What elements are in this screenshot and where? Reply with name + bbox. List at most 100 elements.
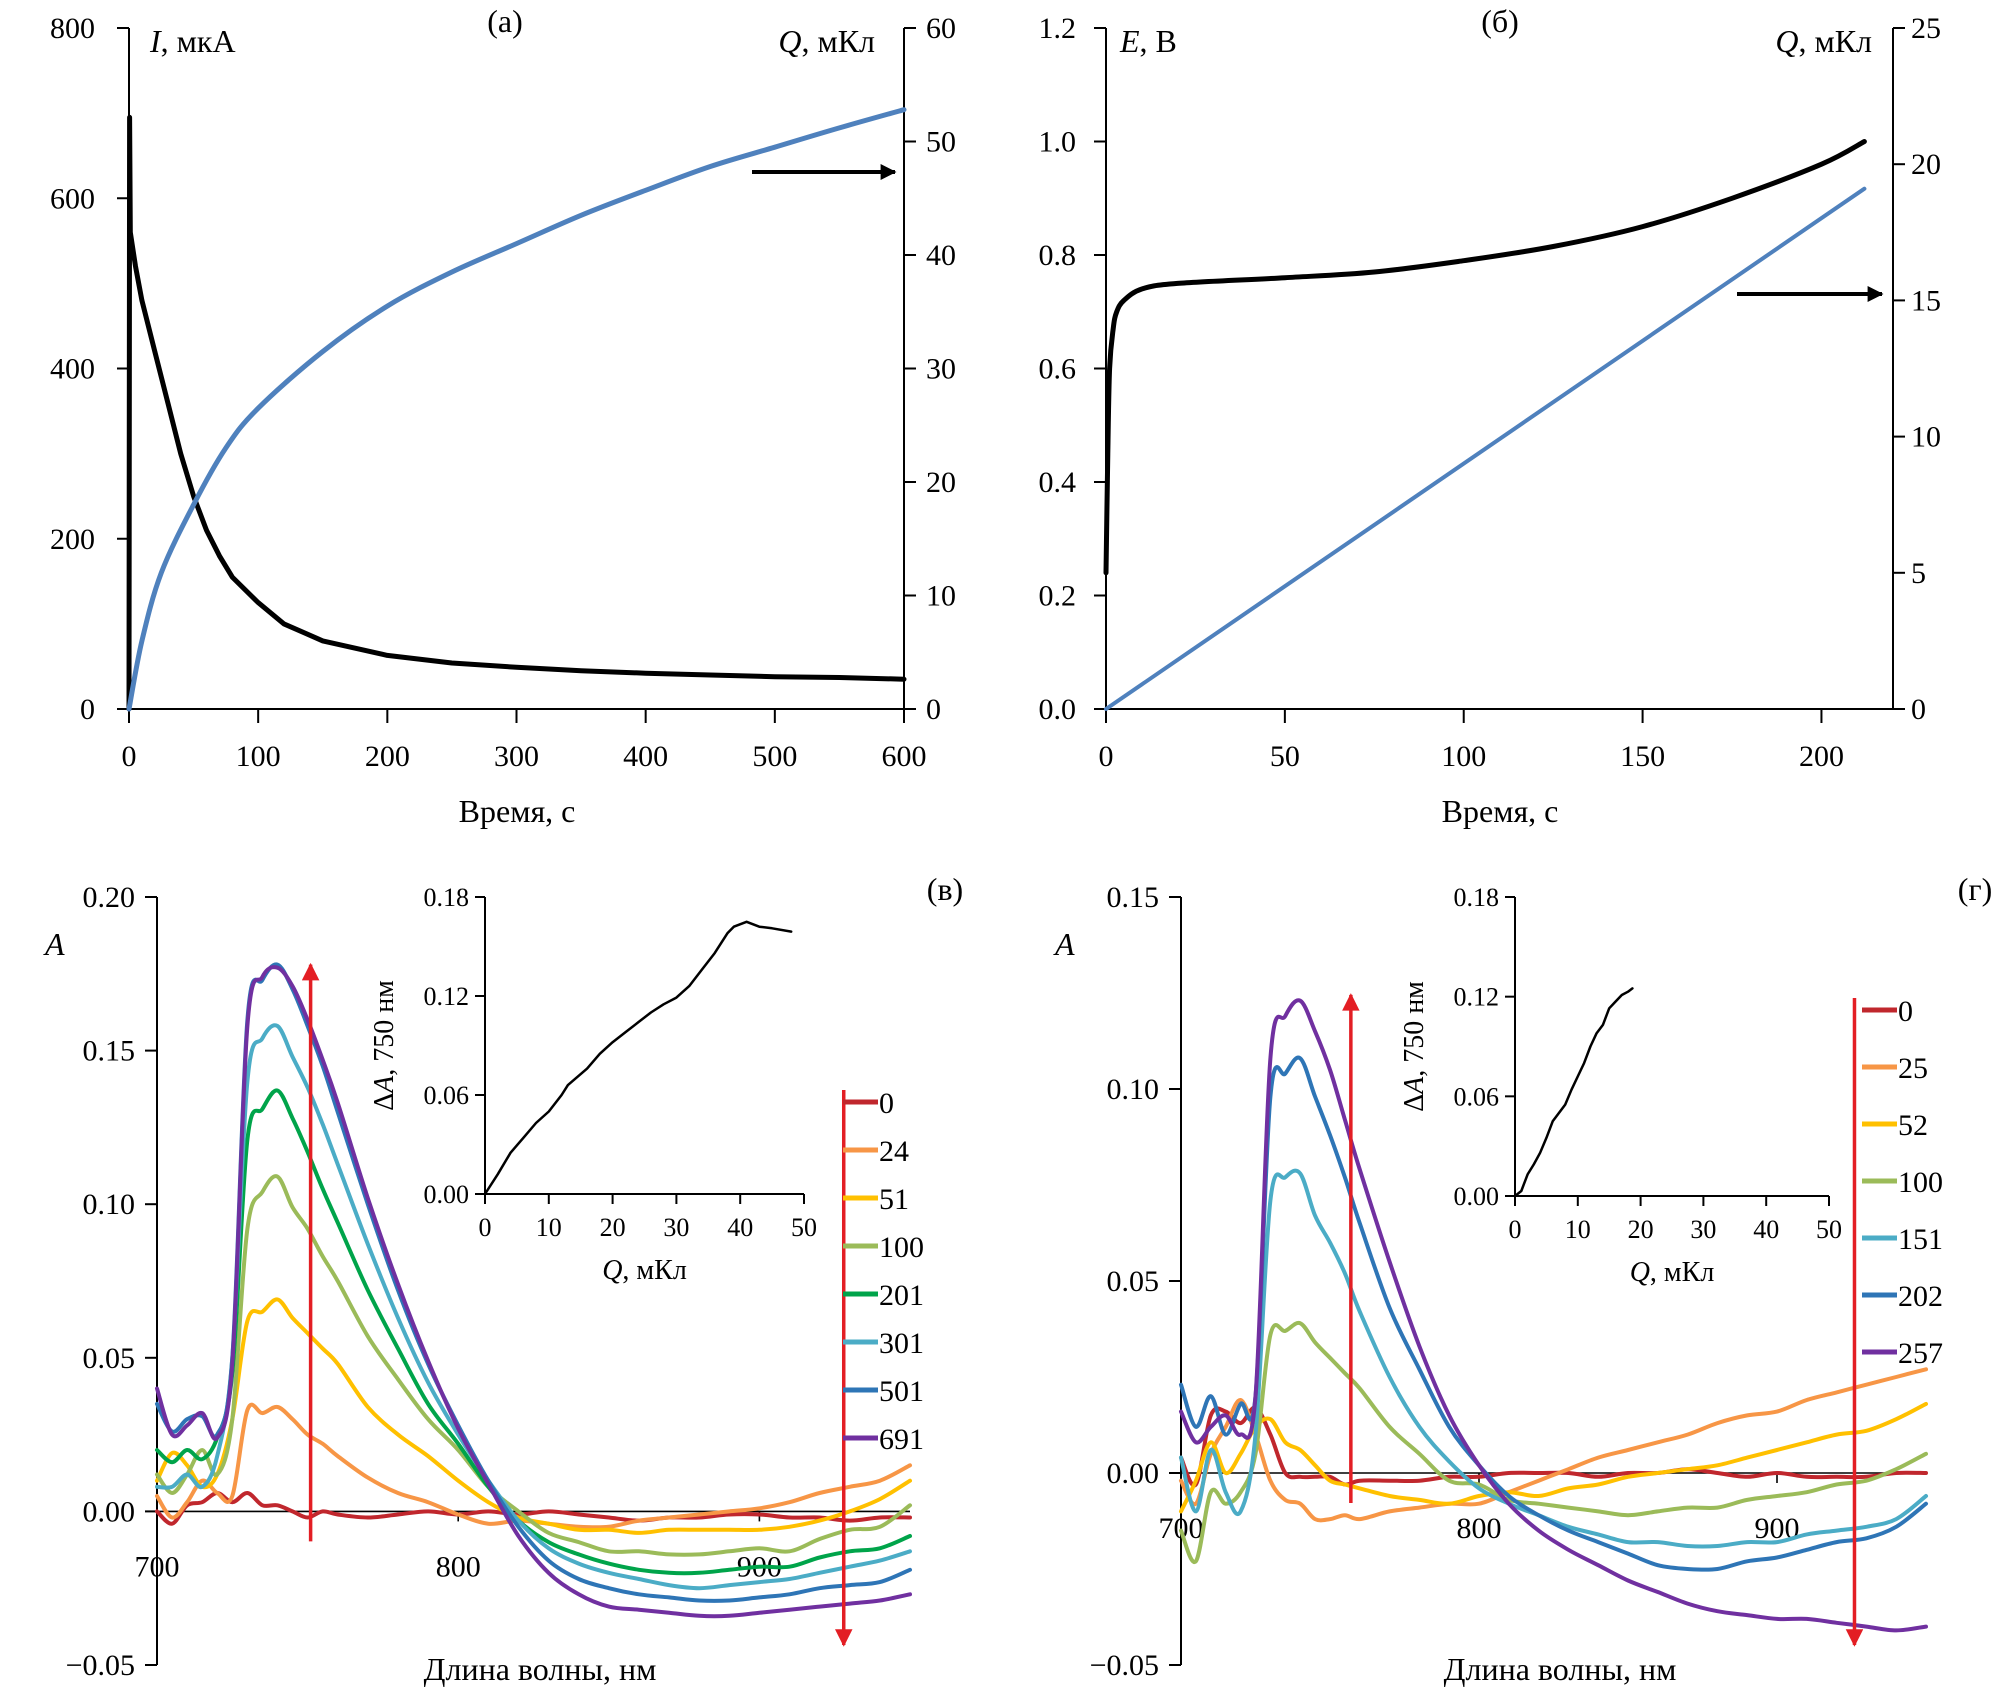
panel-c-legend: 0 24 51 100 201 301 501 691 bbox=[843, 1087, 924, 1456]
inset-ylabel-prefix: Δ bbox=[369, 1093, 400, 1111]
inset-xlabel: Q, мКл bbox=[1630, 1257, 1715, 1288]
series-691 bbox=[155, 965, 912, 1619]
panel-b-xlabel: Время, с bbox=[1442, 793, 1559, 829]
y-left-tick-label: 800 bbox=[50, 12, 95, 45]
x-tick-label: 150 bbox=[1620, 740, 1665, 773]
y-left-tick-label: 0.6 bbox=[1039, 353, 1077, 386]
y-right-tick-label: 0 bbox=[926, 693, 941, 726]
y-right-tick-label: 5 bbox=[1911, 557, 1926, 590]
legend-label-51: 51 bbox=[879, 1183, 909, 1216]
y-left-tick-label: 200 bbox=[50, 523, 95, 556]
series-current-I bbox=[126, 114, 907, 712]
inset-y-tick-label: 0.18 bbox=[1454, 883, 1500, 912]
inset-x-tick-label: 30 bbox=[1690, 1215, 1716, 1244]
series-charge-Q bbox=[126, 107, 907, 712]
panel-a-xlabel: Время, с bbox=[459, 793, 576, 829]
x-tick-label: 200 bbox=[1799, 740, 1844, 773]
series-151 bbox=[1179, 1168, 1928, 1549]
panel-d-legend: 0 25 52 100 151 202 257 bbox=[1862, 995, 1943, 1370]
x-tick-label: 500 bbox=[752, 740, 797, 773]
panel-a-ylabel-right: Q, мКл bbox=[778, 23, 875, 59]
x-tick-label: 400 bbox=[623, 740, 668, 773]
y-left-tick-label: 400 bbox=[50, 353, 95, 386]
legend-label-151: 151 bbox=[1898, 1223, 1943, 1256]
y-tick-label: −0.05 bbox=[1090, 1649, 1159, 1682]
x-tick-label: 600 bbox=[882, 740, 927, 773]
y-right-tick-label: 20 bbox=[1911, 148, 1941, 181]
inset-y-tick-label: 0.12 bbox=[424, 982, 470, 1011]
inset-x-tick-label: 40 bbox=[727, 1213, 753, 1242]
y-tick-label: 0.00 bbox=[83, 1495, 136, 1528]
legend-label-100: 100 bbox=[1898, 1166, 1943, 1199]
x-tick-label: 50 bbox=[1270, 740, 1300, 773]
y-right-tick-label: 25 bbox=[1911, 12, 1941, 45]
panel-a-current-charge: 0 100 200 300 400 500 600 0 200 400 600 800 0 10 20 30 4… bbox=[50, 3, 956, 829]
x-tick-label: 0 bbox=[1099, 740, 1114, 773]
y-left-tick-label: 0.2 bbox=[1039, 580, 1077, 613]
legend-label-501: 501 bbox=[879, 1375, 924, 1408]
panel-c-ylabel: A bbox=[43, 926, 65, 962]
legend-label-202: 202 bbox=[1898, 1280, 1943, 1313]
x-tick-label: 700 bbox=[135, 1550, 180, 1583]
y-left-tick-label: 0.0 bbox=[1039, 693, 1077, 726]
legend-label-25: 25 bbox=[1898, 1052, 1928, 1085]
x-tick-label: 100 bbox=[1441, 740, 1486, 773]
inset-x-tick-label: 50 bbox=[791, 1213, 817, 1242]
y-right-tick-label: 30 bbox=[926, 353, 956, 386]
series-0 bbox=[155, 1491, 912, 1526]
inset-x-tick-label: 50 bbox=[1816, 1215, 1842, 1244]
x-tick-label: 800 bbox=[1457, 1512, 1502, 1545]
series-potential-E bbox=[1103, 139, 1867, 576]
inset-x-tick-label: 20 bbox=[600, 1213, 626, 1242]
y-tick-label: 0.05 bbox=[1107, 1265, 1160, 1298]
panel-a-ylabel-left: I, мкА bbox=[149, 23, 236, 59]
y-left-tick-label: 0.4 bbox=[1039, 466, 1077, 499]
inset-ylabel: ΔA, 750 нм bbox=[369, 980, 400, 1111]
y-right-tick-label: 50 bbox=[926, 126, 956, 159]
y-right-tick-label: 10 bbox=[926, 580, 956, 613]
y-right-tick-label: 60 bbox=[926, 12, 956, 45]
x-tick-label: 200 bbox=[365, 740, 410, 773]
inset-xlabel-unit: , мКл bbox=[622, 1255, 686, 1286]
legend-label-201: 201 bbox=[879, 1279, 924, 1312]
inset-y-tick-label: 0.18 bbox=[424, 883, 470, 912]
x-tick-label: 700 bbox=[1159, 1512, 1204, 1545]
inset-ylabel-var: A bbox=[1399, 1076, 1430, 1096]
legend-label-257: 257 bbox=[1898, 1337, 1943, 1370]
series-100 bbox=[1179, 1320, 1928, 1565]
y-right-tick-label: 10 bbox=[1911, 421, 1941, 454]
y-right-tick-label: 40 bbox=[926, 239, 956, 272]
inset-y-tick-label: 0.12 bbox=[1454, 983, 1500, 1012]
x-tick-label: 0 bbox=[122, 740, 137, 773]
inset-x-tick-label: 0 bbox=[479, 1213, 492, 1242]
x-tick-label: 800 bbox=[436, 1550, 481, 1583]
inset-series-deltaA bbox=[483, 920, 793, 1196]
legend-label-0: 0 bbox=[1898, 995, 1913, 1028]
inset-series-deltaA bbox=[1513, 987, 1634, 1198]
x-tick-label: 100 bbox=[236, 740, 281, 773]
inset-x-tick-label: 30 bbox=[663, 1213, 689, 1242]
series-24 bbox=[155, 1402, 912, 1530]
y-tick-label: 0.20 bbox=[83, 881, 136, 914]
inset-ylabel-unit: , 750 нм bbox=[1399, 981, 1430, 1077]
y-tick-label: 0.15 bbox=[83, 1035, 136, 1068]
y-tick-label: 0.00 bbox=[1107, 1457, 1160, 1490]
inset-xlabel-var: Q bbox=[1630, 1257, 1650, 1288]
y-tick-label: −0.05 bbox=[66, 1649, 135, 1682]
legend-label-301: 301 bbox=[879, 1327, 924, 1360]
panel-b-label: (б) bbox=[1481, 3, 1519, 39]
inset-xlabel: Q, мКл bbox=[602, 1255, 687, 1286]
y-left-tick-label: 1.0 bbox=[1039, 126, 1077, 159]
inset-y-tick-label: 0.06 bbox=[424, 1081, 470, 1110]
inset-xlabel-unit: , мКл bbox=[1650, 1257, 1714, 1288]
y-tick-label: 0.10 bbox=[1107, 1073, 1160, 1106]
legend-label-24: 24 bbox=[879, 1135, 909, 1168]
panel-c-label: (в) bbox=[927, 871, 963, 907]
inset-x-tick-label: 10 bbox=[1565, 1215, 1591, 1244]
inset-ylabel-prefix: Δ bbox=[1399, 1094, 1430, 1112]
series-51 bbox=[155, 1297, 912, 1535]
panel-b-ylabel-right: Q, мКл bbox=[1775, 23, 1872, 59]
